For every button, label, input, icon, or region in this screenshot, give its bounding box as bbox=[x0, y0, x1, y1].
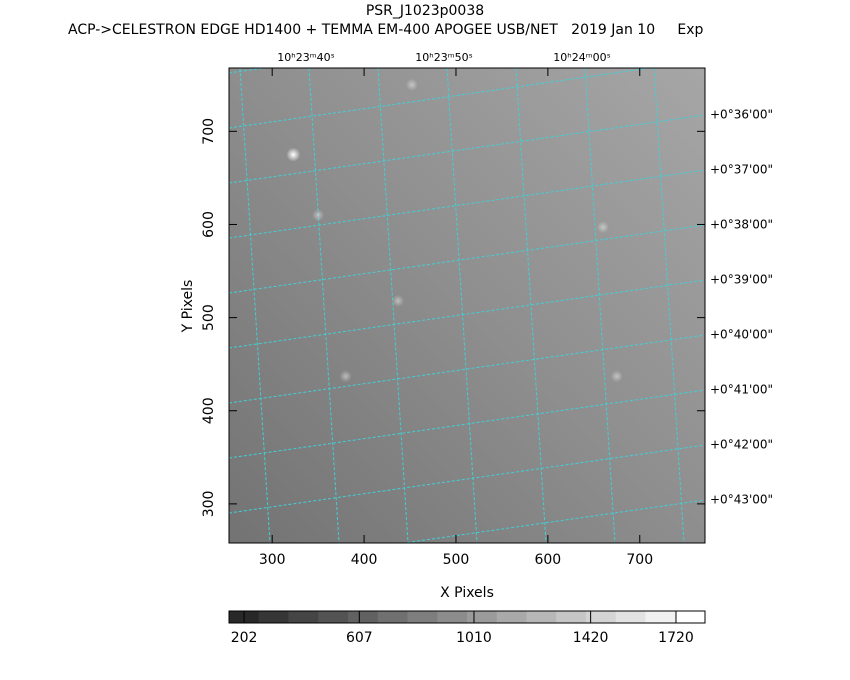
dec-label: +0°42'00" bbox=[710, 438, 773, 452]
colorbar-step bbox=[288, 611, 319, 623]
ra-label: 10ʰ23ᵐ50ˢ bbox=[415, 51, 472, 64]
colorbar-step bbox=[377, 611, 408, 623]
dec-grid-line bbox=[229, 279, 705, 349]
colorbar-step bbox=[586, 611, 617, 623]
x-tick-label: 400 bbox=[351, 552, 378, 568]
star bbox=[312, 209, 325, 222]
colorbar-tick-label: 1420 bbox=[573, 630, 609, 646]
colorbar-step bbox=[348, 611, 379, 623]
ra-grid-line bbox=[653, 68, 685, 543]
ra-label: 10ʰ23ᵐ40ˢ bbox=[277, 51, 334, 64]
y-tick-label: 500 bbox=[201, 304, 217, 331]
chart-subtitle: ACP->CELESTRON EDGE HD1400 + TEMMA EM-40… bbox=[68, 22, 703, 38]
colorbar-step bbox=[496, 611, 527, 623]
colorbar-step bbox=[318, 611, 349, 623]
star bbox=[339, 370, 352, 383]
colorbar-step bbox=[556, 611, 587, 623]
dec-label: +0°39'00" bbox=[710, 273, 773, 287]
colorbar-step bbox=[437, 611, 468, 623]
ra-grid-line bbox=[239, 68, 271, 543]
dec-grid-line bbox=[229, 224, 705, 294]
star bbox=[405, 78, 418, 91]
star bbox=[597, 221, 609, 234]
ra-grid-line bbox=[377, 68, 409, 543]
star bbox=[610, 370, 623, 383]
star bbox=[392, 294, 405, 307]
y-tick-label: 400 bbox=[201, 397, 217, 424]
dec-label: +0°36'00" bbox=[710, 108, 773, 122]
chart-title: PSR_J1023p0038 bbox=[366, 3, 484, 19]
colorbar-step bbox=[615, 611, 646, 623]
colorbar-tick-label: 607 bbox=[346, 630, 373, 646]
plot-frame bbox=[228, 67, 706, 544]
dec-grid-line bbox=[400, 499, 705, 543]
colorbar-step bbox=[645, 611, 676, 623]
dec-label: +0°43'00" bbox=[710, 493, 773, 507]
stars bbox=[286, 78, 623, 383]
dec-grid-line bbox=[229, 334, 705, 404]
ra-grid-line bbox=[308, 68, 340, 543]
dec-label: +0°38'00" bbox=[710, 218, 773, 232]
y-tick-label: 700 bbox=[201, 118, 217, 145]
dec-grid-line bbox=[229, 68, 653, 129]
y-tick-label: 600 bbox=[201, 211, 217, 238]
x-axis-label: X Pixels bbox=[440, 585, 494, 601]
ra-grid-line bbox=[792, 68, 822, 543]
coordinate-grid bbox=[102, 68, 822, 543]
dec-label: +0°37'00" bbox=[710, 163, 773, 177]
ra-grid-line bbox=[446, 68, 478, 543]
colorbar-tick-label: 1010 bbox=[456, 630, 492, 646]
colorbar: 202 607 1010 1420 1720 bbox=[228, 610, 706, 646]
colorbar-step bbox=[258, 611, 289, 623]
ra-grid-line bbox=[723, 68, 753, 543]
star bbox=[286, 147, 301, 162]
dec-grid-line bbox=[229, 169, 705, 239]
colorbar-tick-label: 202 bbox=[231, 630, 258, 646]
ra-grid-line bbox=[584, 68, 616, 543]
y-tick-label: 300 bbox=[201, 491, 217, 518]
ra-grid-line bbox=[515, 68, 547, 543]
colorbar-step bbox=[467, 611, 498, 623]
x-tick-label: 600 bbox=[534, 552, 561, 568]
colorbar-step bbox=[675, 611, 706, 623]
y-axis-label: Y Pixels bbox=[180, 280, 196, 334]
x-tick-label: 300 bbox=[259, 552, 286, 568]
colorbar-tick-label: 1720 bbox=[658, 630, 694, 646]
dec-grid-line bbox=[229, 389, 705, 459]
colorbar-frame bbox=[228, 610, 706, 624]
dec-label: +0°41'00" bbox=[710, 383, 773, 397]
dec-grid-line bbox=[229, 444, 705, 514]
x-tick-label: 700 bbox=[626, 552, 653, 568]
x-tick-label: 500 bbox=[443, 552, 470, 568]
colorbar-step bbox=[407, 611, 438, 623]
colorbar-step bbox=[526, 611, 557, 623]
ra-grid-line bbox=[102, 68, 132, 543]
dec-label: +0°40'00" bbox=[710, 328, 773, 342]
ra-label: 10ʰ24ᵐ00ˢ bbox=[553, 51, 610, 64]
image bbox=[229, 68, 705, 543]
dec-grid-line bbox=[229, 114, 705, 184]
